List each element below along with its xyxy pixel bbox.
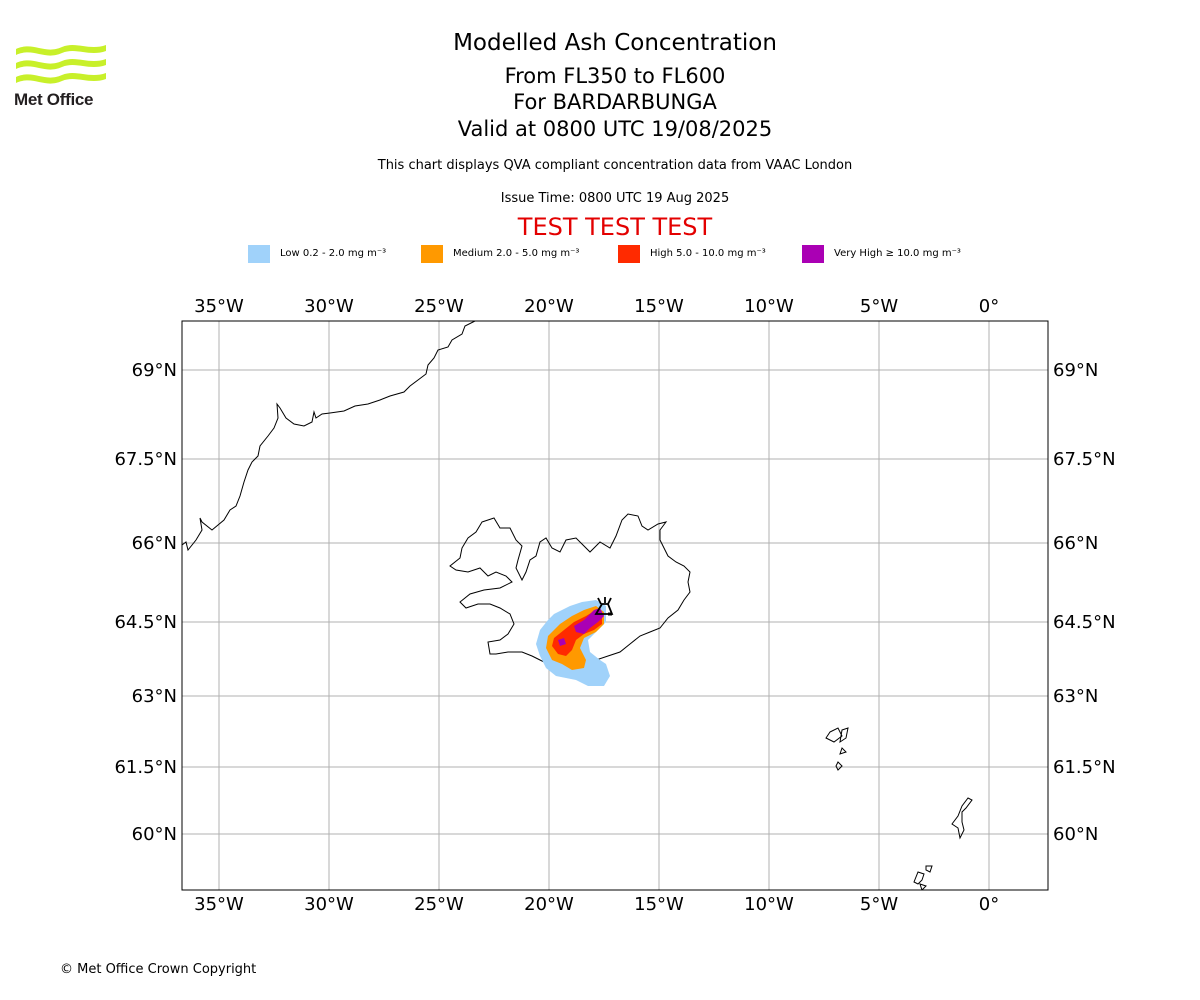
lon-label: 5°W xyxy=(860,894,898,915)
lon-label: 15°W xyxy=(634,296,684,317)
lon-label: 10°W xyxy=(744,296,794,317)
legend-swatch-high xyxy=(618,244,640,263)
lon-label: 0° xyxy=(979,296,999,317)
legend-label-very-high: Very High ≥ 10.0 mg m⁻³ xyxy=(834,248,961,259)
met-office-logo xyxy=(16,45,106,84)
legend-swatch-low xyxy=(248,244,270,263)
legend-item-very-high: Very High ≥ 10.0 mg m⁻³ xyxy=(802,244,961,263)
gridlines xyxy=(182,321,1048,890)
lat-label: 64.5°N xyxy=(114,612,177,633)
lon-label: 5°W xyxy=(860,296,898,317)
ash-plume xyxy=(536,600,610,686)
chart-title: Modelled Ash Concentration xyxy=(453,30,777,56)
test-banner: TEST TEST TEST xyxy=(517,213,713,241)
lat-label: 63°N xyxy=(1053,686,1098,707)
lat-label: 61.5°N xyxy=(114,757,177,778)
lat-label: 61.5°N xyxy=(1053,757,1116,778)
lon-label: 30°W xyxy=(304,894,354,915)
lat-label: 67.5°N xyxy=(114,449,177,470)
legend-swatch-very-high xyxy=(802,244,824,263)
lon-label: 15°W xyxy=(634,894,684,915)
lat-labels-right: 69°N 67.5°N 66°N 64.5°N 63°N 61.5°N 60°N xyxy=(1053,360,1116,845)
map-frame xyxy=(181,320,1049,891)
volcano-icon xyxy=(594,597,614,616)
lon-label: 35°W xyxy=(194,894,244,915)
copyright-footer: © Met Office Crown Copyright xyxy=(60,962,257,977)
lat-label: 60°N xyxy=(132,824,177,845)
lat-label: 60°N xyxy=(1053,824,1098,845)
ash-very-high-spot xyxy=(558,638,566,646)
met-office-logo-text: Met Office xyxy=(14,90,94,109)
issue-time: Issue Time: 0800 UTC 19 Aug 2025 xyxy=(500,191,730,206)
legend-swatch-medium xyxy=(421,244,443,263)
shetland-islands xyxy=(951,797,973,840)
lat-label: 69°N xyxy=(1053,360,1098,381)
faroe-islands xyxy=(825,727,849,771)
lon-label: 20°W xyxy=(524,296,574,317)
legend-label-medium: Medium 2.0 - 5.0 mg m⁻³ xyxy=(453,248,580,259)
lat-label: 66°N xyxy=(1053,533,1098,554)
lat-label: 66°N xyxy=(132,533,177,554)
lon-label: 35°W xyxy=(194,296,244,317)
legend-item-low: Low 0.2 - 2.0 mg m⁻³ xyxy=(248,244,386,263)
lon-label: 20°W xyxy=(524,894,574,915)
legend-label-low: Low 0.2 - 2.0 mg m⁻³ xyxy=(280,248,387,259)
valid-time: Valid at 0800 UTC 19/08/2025 xyxy=(457,117,773,141)
flight-levels: From FL350 to FL600 xyxy=(504,64,726,88)
lon-labels-top: 35°W 30°W 25°W 20°W 15°W 10°W 5°W 0° xyxy=(194,296,999,317)
lon-label: 30°W xyxy=(304,296,354,317)
greenland-coastline xyxy=(182,321,476,552)
lon-label: 10°W xyxy=(744,894,794,915)
lon-label: 0° xyxy=(979,894,999,915)
lat-labels-left: 69°N 67.5°N 66°N 64.5°N 63°N 61.5°N 60°N xyxy=(114,360,177,845)
lat-label: 69°N xyxy=(132,360,177,381)
legend-label-high: High 5.0 - 10.0 mg m⁻³ xyxy=(650,248,766,259)
lon-label: 25°W xyxy=(414,296,464,317)
legend-item-medium: Medium 2.0 - 5.0 mg m⁻³ xyxy=(421,244,579,263)
iceland-coastline xyxy=(449,513,691,677)
lat-label: 67.5°N xyxy=(1053,449,1116,470)
lon-labels-bottom: 35°W 30°W 25°W 20°W 15°W 10°W 5°W 0° xyxy=(194,894,999,915)
orkney-islands xyxy=(913,865,933,890)
lat-label: 63°N xyxy=(132,686,177,707)
lon-label: 25°W xyxy=(414,894,464,915)
lat-label: 64.5°N xyxy=(1053,612,1116,633)
legend-item-high: High 5.0 - 10.0 mg m⁻³ xyxy=(618,244,766,263)
chart-description: This chart displays QVA compliant concen… xyxy=(377,158,853,173)
volcano-name: For BARDARBUNGA xyxy=(513,90,717,114)
